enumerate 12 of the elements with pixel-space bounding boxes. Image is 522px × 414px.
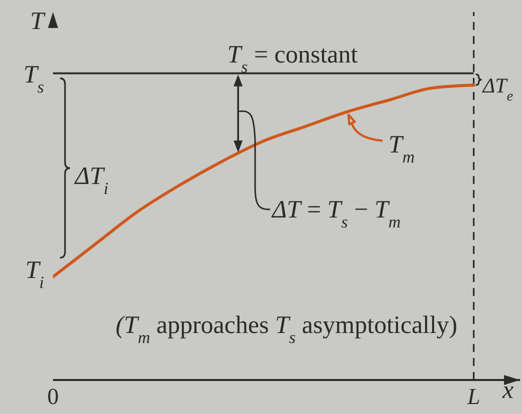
ref-line-label: T$_{s}$ = constant [227, 41, 358, 76]
y-axis-title: T [30, 8, 46, 35]
annotation: ΔT$_{e}$ [482, 74, 514, 105]
x-axis-title: x [501, 377, 514, 404]
annotation: ΔT = T$_{s}$ − T$_{m}$ [271, 196, 401, 231]
text: T$_{s}$ [23, 61, 44, 96]
x-tick-label: L [466, 384, 480, 409]
annotation: ΔT$_{i}$ [74, 163, 109, 198]
legend-label: T$_{m}$ [388, 132, 415, 166]
annotation: T$_{i}$ [25, 256, 44, 292]
x-tick-label: 0 [47, 384, 59, 409]
annotation: (T$_{m}$ approaches T$_{s}$ asymptotically) [116, 312, 458, 346]
